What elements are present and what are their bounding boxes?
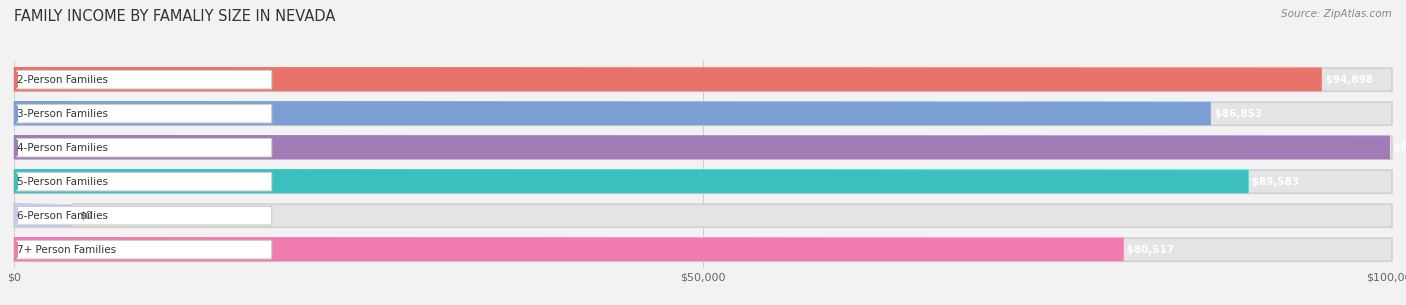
FancyBboxPatch shape (14, 170, 1249, 193)
Text: 4-Person Families: 4-Person Families (17, 143, 108, 153)
FancyBboxPatch shape (14, 136, 1391, 159)
FancyBboxPatch shape (17, 172, 271, 191)
Text: $99,853: $99,853 (1391, 143, 1406, 153)
FancyBboxPatch shape (14, 238, 1392, 261)
FancyBboxPatch shape (14, 238, 1123, 261)
FancyBboxPatch shape (14, 102, 1211, 125)
FancyBboxPatch shape (14, 204, 72, 227)
FancyBboxPatch shape (17, 206, 271, 225)
FancyBboxPatch shape (14, 136, 1392, 159)
Text: $89,583: $89,583 (1249, 177, 1299, 187)
FancyBboxPatch shape (14, 102, 1392, 125)
Text: 3-Person Families: 3-Person Families (17, 109, 108, 119)
Text: 6-Person Families: 6-Person Families (17, 211, 108, 221)
Text: FAMILY INCOME BY FAMALIY SIZE IN NEVADA: FAMILY INCOME BY FAMALIY SIZE IN NEVADA (14, 9, 336, 24)
Text: $80,517: $80,517 (1123, 245, 1175, 255)
FancyBboxPatch shape (17, 70, 271, 89)
FancyBboxPatch shape (17, 138, 271, 157)
Text: 5-Person Families: 5-Person Families (17, 177, 108, 187)
FancyBboxPatch shape (14, 68, 1392, 91)
FancyBboxPatch shape (14, 204, 1392, 227)
Text: 7+ Person Families: 7+ Person Families (17, 245, 115, 255)
Text: $94,898: $94,898 (1322, 75, 1372, 85)
FancyBboxPatch shape (17, 240, 271, 259)
Text: 2-Person Families: 2-Person Families (17, 75, 108, 85)
FancyBboxPatch shape (14, 170, 1392, 193)
Text: $86,853: $86,853 (1211, 109, 1263, 119)
Text: Source: ZipAtlas.com: Source: ZipAtlas.com (1281, 9, 1392, 19)
FancyBboxPatch shape (17, 104, 271, 123)
Text: $0: $0 (79, 211, 91, 221)
FancyBboxPatch shape (14, 68, 1322, 91)
